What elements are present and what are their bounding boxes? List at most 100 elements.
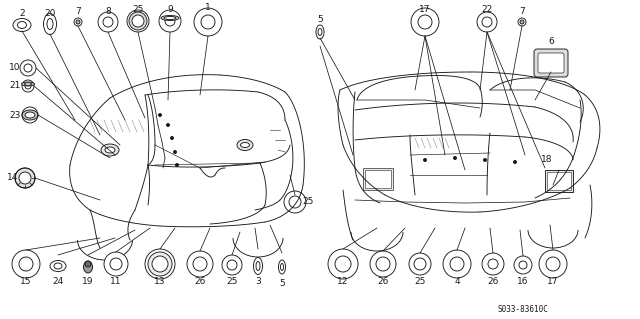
Bar xyxy=(363,168,393,190)
Circle shape xyxy=(129,12,147,30)
Ellipse shape xyxy=(101,144,119,156)
Ellipse shape xyxy=(278,260,285,274)
Circle shape xyxy=(488,259,498,269)
Ellipse shape xyxy=(164,17,176,19)
Circle shape xyxy=(482,17,492,27)
Circle shape xyxy=(227,260,237,270)
Text: 18: 18 xyxy=(541,155,553,165)
Text: 22: 22 xyxy=(481,5,493,14)
Circle shape xyxy=(193,257,207,271)
Circle shape xyxy=(148,252,172,276)
Ellipse shape xyxy=(25,112,35,118)
Circle shape xyxy=(104,252,128,276)
Ellipse shape xyxy=(237,139,253,151)
Ellipse shape xyxy=(44,13,56,34)
Circle shape xyxy=(159,114,161,116)
Ellipse shape xyxy=(256,262,260,271)
Circle shape xyxy=(24,64,32,72)
Circle shape xyxy=(194,8,222,36)
Circle shape xyxy=(187,251,213,277)
Circle shape xyxy=(539,250,567,278)
Circle shape xyxy=(411,8,439,36)
Circle shape xyxy=(159,10,181,32)
Text: S033-83610C: S033-83610C xyxy=(497,306,548,315)
Ellipse shape xyxy=(24,83,31,85)
Circle shape xyxy=(328,249,358,279)
Text: 7: 7 xyxy=(75,8,81,17)
Text: 7: 7 xyxy=(519,6,525,16)
Text: 5: 5 xyxy=(279,278,285,287)
Ellipse shape xyxy=(280,263,284,271)
Circle shape xyxy=(414,258,426,270)
Text: 17: 17 xyxy=(419,4,431,13)
Circle shape xyxy=(76,20,80,24)
Text: 25: 25 xyxy=(414,278,426,286)
Circle shape xyxy=(152,256,168,272)
Text: 5: 5 xyxy=(317,16,323,25)
Circle shape xyxy=(103,17,113,27)
Text: 26: 26 xyxy=(195,278,205,286)
Circle shape xyxy=(443,250,471,278)
Circle shape xyxy=(15,168,35,188)
Ellipse shape xyxy=(253,257,262,275)
Text: 11: 11 xyxy=(110,278,122,286)
Circle shape xyxy=(520,20,524,24)
Bar xyxy=(545,170,573,192)
Ellipse shape xyxy=(161,16,179,20)
Circle shape xyxy=(370,251,396,277)
Text: 26: 26 xyxy=(487,278,499,286)
Circle shape xyxy=(25,83,31,89)
Circle shape xyxy=(335,256,351,272)
Circle shape xyxy=(85,261,91,267)
Circle shape xyxy=(132,15,144,27)
Circle shape xyxy=(376,257,390,271)
Circle shape xyxy=(145,249,175,279)
Text: 2: 2 xyxy=(19,10,25,19)
Circle shape xyxy=(175,164,179,167)
Circle shape xyxy=(152,256,168,272)
Circle shape xyxy=(12,250,40,278)
Circle shape xyxy=(483,159,486,161)
Circle shape xyxy=(222,255,242,275)
Circle shape xyxy=(170,137,173,139)
Text: 17: 17 xyxy=(547,278,559,286)
Circle shape xyxy=(477,12,497,32)
Text: 6: 6 xyxy=(548,38,554,47)
Circle shape xyxy=(284,191,306,213)
Text: 24: 24 xyxy=(52,278,63,286)
Text: 1: 1 xyxy=(205,3,211,11)
Text: 20: 20 xyxy=(44,9,56,18)
Circle shape xyxy=(19,257,33,271)
Circle shape xyxy=(450,257,464,271)
Ellipse shape xyxy=(22,82,35,86)
Circle shape xyxy=(424,159,426,161)
Circle shape xyxy=(289,196,301,208)
Circle shape xyxy=(127,10,149,32)
Ellipse shape xyxy=(105,147,115,153)
Ellipse shape xyxy=(17,21,26,28)
Text: 23: 23 xyxy=(10,110,20,120)
Ellipse shape xyxy=(241,143,250,147)
Ellipse shape xyxy=(50,261,66,271)
Text: 25: 25 xyxy=(302,197,314,206)
Bar xyxy=(547,172,571,190)
Circle shape xyxy=(519,261,527,269)
Text: 8: 8 xyxy=(105,6,111,16)
Text: 14: 14 xyxy=(7,174,19,182)
Circle shape xyxy=(546,257,560,271)
Text: 10: 10 xyxy=(9,63,20,72)
Ellipse shape xyxy=(318,28,322,35)
Text: 26: 26 xyxy=(378,278,388,286)
Circle shape xyxy=(418,15,432,29)
Text: 12: 12 xyxy=(337,278,349,286)
Text: 25: 25 xyxy=(132,4,144,13)
Circle shape xyxy=(201,15,215,29)
Circle shape xyxy=(19,172,31,184)
Circle shape xyxy=(22,80,34,92)
Text: 15: 15 xyxy=(20,278,32,286)
Circle shape xyxy=(165,16,175,26)
Circle shape xyxy=(110,258,122,270)
Text: 21: 21 xyxy=(10,81,20,91)
Text: 3: 3 xyxy=(255,278,261,286)
Circle shape xyxy=(132,15,144,27)
